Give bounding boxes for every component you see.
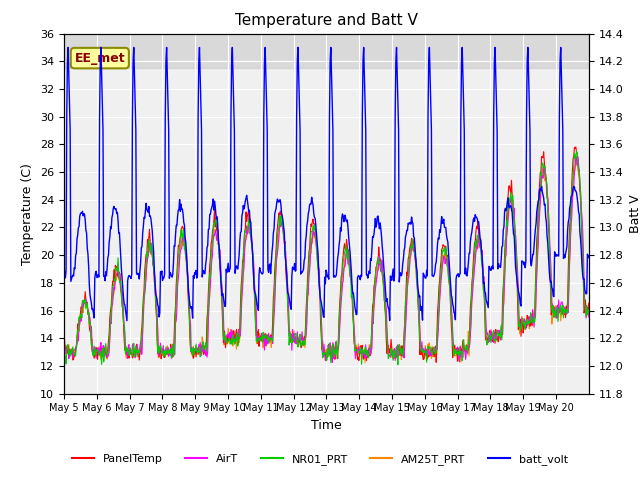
Legend: PanelTemp, AirT, NR01_PRT, AM25T_PRT, batt_volt: PanelTemp, AirT, NR01_PRT, AM25T_PRT, ba… bbox=[68, 450, 572, 469]
Text: EE_met: EE_met bbox=[74, 51, 125, 65]
X-axis label: Time: Time bbox=[311, 419, 342, 432]
Bar bbox=[64, 34, 589, 68]
Y-axis label: Temperature (C): Temperature (C) bbox=[22, 163, 35, 264]
Y-axis label: Batt V: Batt V bbox=[629, 194, 640, 233]
Title: Temperature and Batt V: Temperature and Batt V bbox=[235, 13, 418, 28]
